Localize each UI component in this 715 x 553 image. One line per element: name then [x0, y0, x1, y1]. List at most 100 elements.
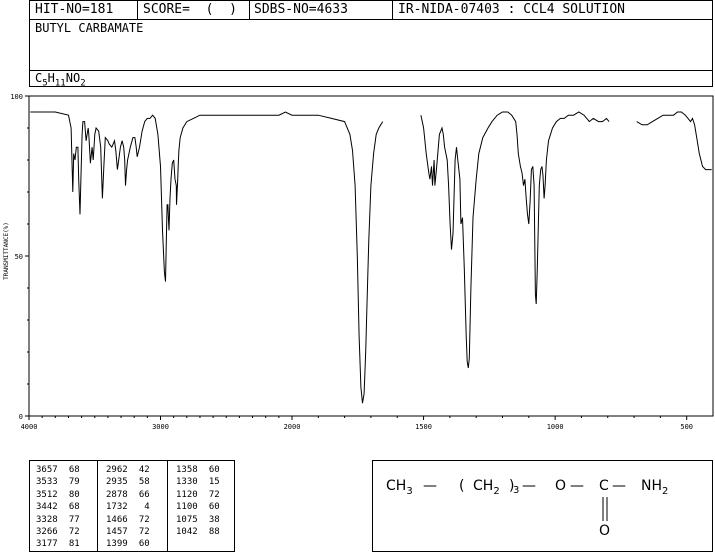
- x-tick-label: 1500: [415, 423, 432, 431]
- structure-repeat-count: 3: [513, 485, 520, 496]
- peak-wavenumber: 3266: [36, 527, 58, 537]
- structure-bond: —: [423, 478, 437, 494]
- peak-row: 3442 68: [36, 502, 80, 512]
- structure-oxygen: O: [555, 478, 567, 494]
- structure-carbonyl-oxygen: O: [599, 523, 611, 539]
- peak-row: 1120 72: [176, 490, 220, 500]
- structure-paren-close: ): [509, 478, 515, 494]
- structure-ch3: CH3: [386, 478, 413, 497]
- peak-row: 2962 42: [106, 465, 150, 475]
- peak-column-divider: [97, 461, 98, 551]
- formula-divider: [30, 70, 712, 71]
- peak-row: 1399 60: [106, 539, 150, 549]
- peak-column-divider: [167, 461, 168, 551]
- peak-transmittance: 4: [144, 502, 150, 513]
- peak-transmittance: 60: [208, 465, 220, 475]
- peak-transmittance: 88: [208, 527, 220, 537]
- structure-bond: —: [522, 478, 536, 494]
- peak-transmittance: 58: [138, 477, 150, 488]
- structure-bond: —: [570, 478, 584, 494]
- molecular-formula: C5H11NO2: [35, 71, 86, 89]
- peak-wavenumber: 3533: [36, 477, 58, 488]
- peak-row: 1466 72: [106, 515, 150, 525]
- peak-row: 1330 15: [176, 477, 220, 487]
- peak-row: 1358 60: [176, 465, 220, 475]
- header-divider: [137, 1, 138, 19]
- hit-number: HIT-NO=181: [35, 2, 114, 17]
- structure-carbon: C: [599, 478, 609, 494]
- ir-code: IR-NIDA-07403 : CCL4 SOLUTION: [398, 2, 625, 17]
- x-tick-label: 4000: [21, 423, 38, 431]
- peak-wavenumber: 1075: [176, 514, 198, 525]
- peak-wavenumber: 1042: [176, 527, 198, 537]
- structure-diagram: CH3 — ( CH2 ) 3 — O — C — NH2 O: [372, 460, 713, 552]
- x-tick-label: 3000: [152, 423, 169, 431]
- score: SCORE= ( ): [143, 2, 237, 17]
- peak-wavenumber: 1732: [106, 502, 128, 513]
- peak-row: 1042 88: [176, 527, 220, 537]
- peak-wavenumber: 3512: [36, 489, 58, 500]
- peak-wavenumber: 2962: [106, 465, 128, 475]
- structure-bond: —: [612, 478, 626, 494]
- y-tick-label: 50: [15, 253, 23, 261]
- peak-wavenumber: 1330: [176, 477, 198, 488]
- peak-wavenumber: 1399: [106, 539, 128, 550]
- peak-transmittance: 38: [208, 514, 220, 525]
- peak-wavenumber: 1457: [106, 527, 128, 537]
- spectrum-header: HIT-NO=181 SCORE= ( ) SDBS-NO=4633 IR-NI…: [29, 0, 713, 89]
- peak-transmittance: 79: [68, 477, 80, 488]
- peak-wavenumber: 1466: [106, 514, 128, 525]
- peak-transmittance: 81: [68, 539, 80, 550]
- x-tick-label: 1000: [547, 423, 564, 431]
- peak-wavenumber: 2935: [106, 477, 128, 488]
- peak-row: 3512 80: [36, 490, 80, 500]
- peak-wavenumber: 1120: [176, 489, 198, 500]
- peak-transmittance: 15: [208, 477, 220, 488]
- spectrum-trace: [30, 111, 384, 404]
- peak-row: 1732 4: [106, 502, 150, 512]
- peak-wavenumber: 1100: [176, 502, 198, 513]
- y-tick-label: 100: [10, 93, 23, 101]
- peak-row: 1100 60: [176, 502, 220, 512]
- peak-row: 2878 66: [106, 490, 150, 500]
- structure-nh2: NH2: [641, 478, 669, 497]
- peak-row: 2935 58: [106, 477, 150, 487]
- y-tick-label: 0: [19, 413, 23, 421]
- peak-transmittance: 80: [68, 489, 80, 500]
- ir-spectrum-chart: 40003000200015001000500050100WAVENUMBER(…: [3, 93, 714, 431]
- peak-transmittance: 72: [138, 514, 150, 525]
- y-axis-label: TRANSMITTANCE(%): [3, 222, 10, 280]
- header-divider: [249, 1, 250, 19]
- x-tick-label: 2000: [284, 423, 301, 431]
- peak-wavenumber: 3442: [36, 502, 58, 513]
- structure-paren-open: (: [459, 478, 465, 494]
- peak-transmittance: 60: [208, 502, 220, 513]
- header-divider: [392, 1, 393, 19]
- peak-row: 3328 77: [36, 515, 80, 525]
- spectrum-trace: [636, 111, 712, 171]
- peak-table: 3657 68 3533 79 3512 80 3442 68 3328 77 3266 72 3177…: [29, 460, 235, 552]
- peak-wavenumber: 3657: [36, 465, 58, 475]
- peak-transmittance: 68: [68, 502, 80, 513]
- peak-row: 3266 72: [36, 527, 80, 537]
- peak-transmittance: 72: [68, 527, 80, 537]
- peak-row: 3657 68: [36, 465, 80, 475]
- peak-transmittance: 66: [138, 489, 150, 500]
- peak-transmittance: 60: [138, 539, 150, 550]
- compound-name: BUTYL CARBAMATE: [35, 21, 144, 35]
- peak-transmittance: 42: [138, 465, 150, 475]
- peak-transmittance: 68: [68, 465, 80, 475]
- x-tick-label: 500: [680, 423, 693, 431]
- peak-wavenumber: 2878: [106, 489, 128, 500]
- peak-transmittance: 77: [68, 514, 80, 525]
- sdbs-number: SDBS-NO=4633: [254, 2, 348, 17]
- peak-wavenumber: 3328: [36, 514, 58, 525]
- peak-wavenumber: 3177: [36, 539, 58, 550]
- spectrum-trace: [420, 111, 610, 369]
- carbonyl-double-bond: [602, 497, 608, 521]
- peak-transmittance: 72: [138, 527, 150, 537]
- header-info-row: HIT-NO=181 SCORE= ( ) SDBS-NO=4633 IR-NI…: [30, 1, 712, 20]
- peak-wavenumber: 1358: [176, 465, 198, 475]
- structure-ch2: CH2: [473, 478, 500, 497]
- peak-transmittance: 72: [208, 489, 220, 500]
